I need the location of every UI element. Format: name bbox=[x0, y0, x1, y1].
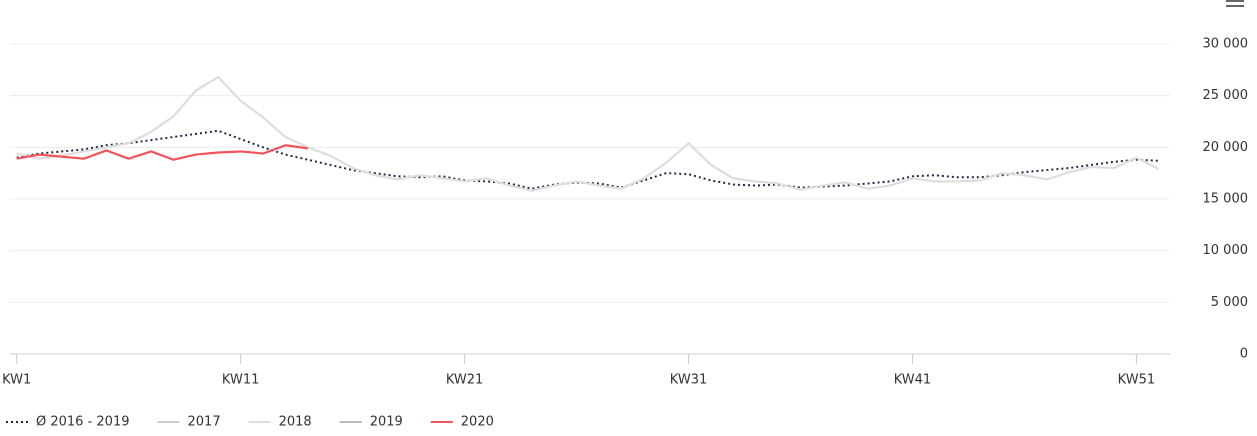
legend-label: 2017 bbox=[188, 415, 221, 430]
legend-label: 2020 bbox=[461, 415, 494, 430]
legend-label: 2018 bbox=[279, 415, 312, 430]
menu-icon[interactable] bbox=[1226, 0, 1244, 7]
y-tick-label: 15 000 bbox=[1203, 192, 1249, 207]
legend-label: Ø 2016 - 2019 bbox=[36, 415, 130, 430]
line-series bbox=[16, 75, 1160, 192]
x-tick-label: KW41 bbox=[894, 373, 931, 388]
legend-label: 2019 bbox=[370, 415, 403, 430]
x-tick-label: KW31 bbox=[670, 373, 707, 388]
menu-bar bbox=[1226, 0, 1244, 2]
y-tick-label: 0 bbox=[1240, 347, 1248, 362]
y-tick-label: 5 000 bbox=[1211, 295, 1248, 310]
legend-item[interactable]: Ø 2016 - 2019 bbox=[6, 415, 130, 430]
line-series bbox=[16, 144, 308, 161]
line-series bbox=[16, 129, 1159, 190]
x-tick-label: KW51 bbox=[1118, 373, 1155, 388]
x-tick-label: KW11 bbox=[222, 373, 259, 388]
y-tick-label: 25 000 bbox=[1203, 88, 1249, 103]
legend-item[interactable]: 2018 bbox=[248, 415, 312, 430]
y-tick-label: 20 000 bbox=[1203, 140, 1249, 155]
legend-item[interactable]: 2020 bbox=[430, 415, 494, 430]
menu-bar bbox=[1226, 5, 1244, 7]
legend-item[interactable]: 2019 bbox=[339, 415, 403, 430]
y-tick-label: 10 000 bbox=[1203, 243, 1249, 258]
y-tick-label: 30 000 bbox=[1203, 37, 1249, 52]
legend-item[interactable]: 2017 bbox=[157, 415, 221, 430]
x-tick-label: KW21 bbox=[446, 373, 483, 388]
x-tick-label: KW1 bbox=[2, 373, 31, 388]
